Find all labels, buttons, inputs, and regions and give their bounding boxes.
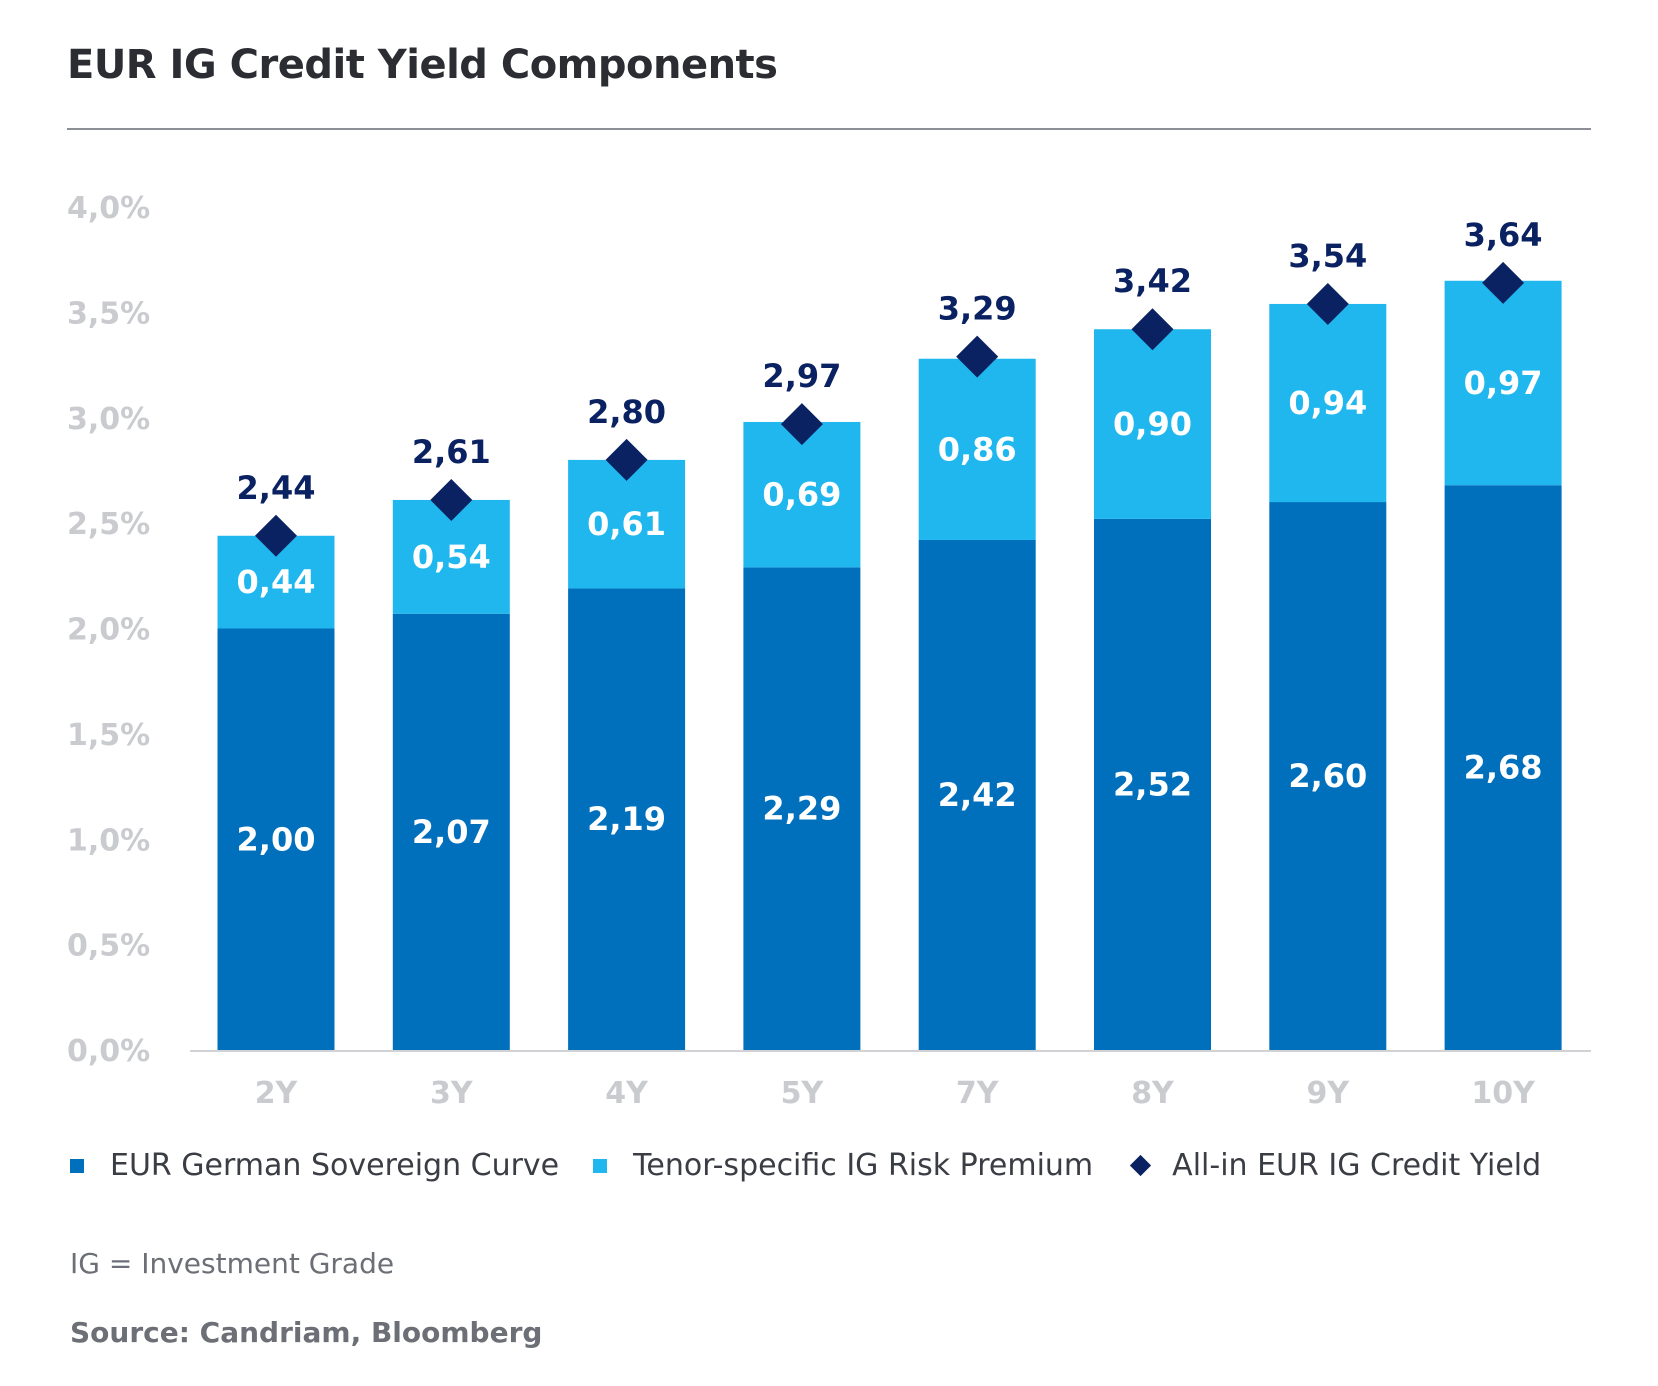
legend-swatch-premium: [593, 1158, 608, 1173]
data-label-total: 3,42: [1113, 262, 1192, 300]
bar-sovereign: [568, 588, 686, 1050]
bar-sovereign: [1269, 502, 1387, 1050]
marker-total: [430, 478, 473, 521]
legend-label-total: All-in EUR IG Credit Yield: [1172, 1148, 1542, 1183]
source-note: Source: Candriam, Bloomberg: [70, 1316, 543, 1349]
data-label-premium: 0,44: [237, 563, 316, 601]
stacked-bar-chart: 0,0% 0,5% 1,0% 1,5% 2,0% 2,5% 3,0% 3,5% 4,0% 2,00…: [67, 191, 1591, 1111]
footnote: IG = Investment Grade: [70, 1247, 395, 1280]
data-label-premium: 0,61: [587, 505, 666, 543]
y-tick-label: 0,5%: [67, 929, 150, 964]
bar-premium: [1444, 280, 1562, 486]
x-tick-label: 9Y: [1306, 1076, 1350, 1111]
marker-total: [956, 335, 999, 378]
y-tick-label: 0,0%: [67, 1034, 150, 1069]
x-tick-label: 4Y: [605, 1076, 649, 1111]
y-tick-label: 1,0%: [67, 823, 150, 858]
data-label-total: 3,64: [1464, 216, 1543, 254]
bar-premium: [743, 421, 861, 568]
data-label-premium: 0,54: [412, 538, 491, 576]
data-label-premium: 0,94: [1288, 384, 1367, 422]
marker-total: [1482, 261, 1525, 304]
marker-total: [605, 438, 648, 481]
data-label-total: 2,44: [237, 469, 316, 507]
data-label-premium: 0,97: [1464, 364, 1543, 402]
chart-title: EUR IG Credit Yield Components: [67, 42, 778, 88]
legend: EUR German Sovereign Curve Tenor-specifi…: [70, 1148, 1575, 1183]
bar-premium: [568, 459, 686, 589]
legend-label-sovereign: EUR German Sovereign Curve: [110, 1148, 560, 1183]
x-tick-label: 3Y: [430, 1076, 474, 1111]
x-tick-label: 2Y: [255, 1076, 299, 1111]
y-tick-label: 3,5%: [67, 296, 150, 331]
bar-sovereign: [918, 539, 1036, 1050]
x-tick-label: 10Y: [1471, 1076, 1536, 1111]
x-tick-label: 7Y: [956, 1076, 1000, 1111]
data-label-total: 2,97: [762, 357, 841, 395]
marker-total: [1131, 308, 1174, 351]
x-tick-label: 5Y: [781, 1076, 825, 1111]
legend-swatch-sovereign: [70, 1158, 84, 1173]
data-label-sovereign: 2,29: [762, 790, 841, 828]
data-label-sovereign: 2,52: [1113, 765, 1192, 803]
y-tick-label: 3,0%: [67, 402, 150, 437]
y-tick-label: 2,0%: [67, 613, 150, 648]
bar-sovereign: [1444, 485, 1562, 1050]
y-tick-label: 2,5%: [67, 507, 150, 542]
data-label-sovereign: 2,19: [587, 800, 666, 838]
data-label-total: 3,29: [938, 290, 1017, 328]
marker-total: [255, 514, 297, 557]
legend-label-premium: Tenor-specific IG Risk Premium: [633, 1148, 1094, 1183]
marker-total: [1306, 282, 1349, 325]
data-label-premium: 0,86: [938, 430, 1017, 468]
y-tick-label: 1,5%: [67, 718, 150, 753]
bar-sovereign: [1094, 518, 1211, 1050]
legend-item-premium: Tenor-specific IG Risk Premium: [593, 1148, 1093, 1183]
marker-total: [780, 403, 823, 446]
bar-premium: [918, 358, 1036, 540]
bar-sovereign: [392, 613, 510, 1050]
legend-item-sovereign: EUR German Sovereign Curve: [70, 1148, 559, 1183]
data-label-sovereign: 2,42: [938, 776, 1017, 814]
legend-item-total: All-in EUR IG Credit Yield: [1127, 1148, 1541, 1183]
x-tick-label: 8Y: [1131, 1076, 1175, 1111]
data-label-sovereign: 2,00: [237, 820, 316, 858]
data-label-premium: 0,69: [762, 476, 841, 514]
diamond-icon: [1130, 1154, 1152, 1177]
data-label-total: 2,61: [412, 433, 491, 471]
bar-sovereign: [217, 628, 335, 1050]
y-tick-label: 4,0%: [67, 191, 150, 226]
data-label-premium: 0,90: [1113, 405, 1192, 443]
data-label-total: 3,54: [1288, 237, 1367, 275]
data-label-sovereign: 2,68: [1464, 749, 1543, 787]
bar-premium: [1269, 303, 1387, 503]
bar-premium: [1094, 329, 1211, 519]
data-label-sovereign: 2,07: [412, 813, 491, 851]
data-label-sovereign: 2,60: [1288, 757, 1367, 795]
data-label-total: 2,80: [587, 393, 666, 431]
bar-sovereign: [743, 567, 861, 1050]
title-divider: [67, 128, 1591, 130]
